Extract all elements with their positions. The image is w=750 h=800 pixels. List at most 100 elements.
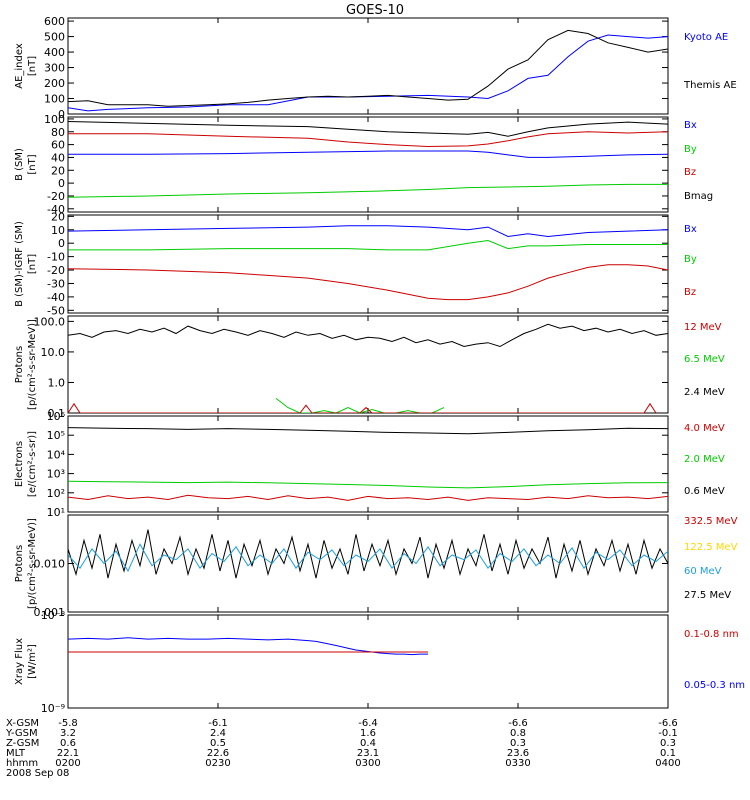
ephemeris-value: 22.6 — [207, 748, 229, 759]
y-tick-label: 40 — [51, 151, 65, 164]
ephemeris-value: -6.4 — [358, 718, 378, 729]
series-line-60-mev — [68, 543, 668, 573]
ephemeris-row-label: MLT — [6, 748, 26, 759]
y-tick-label: 10⁻⁹ — [41, 702, 65, 715]
y-tick-label: 600 — [44, 15, 65, 28]
y-axis-unit: [nT] — [27, 254, 38, 274]
legend-label: By — [684, 144, 697, 155]
y-axis-label: B (SM) — [14, 148, 25, 181]
series-line-themis-ae — [68, 29, 668, 107]
series-line-27-5-mev — [68, 529, 668, 579]
legend-label: 12 MeV — [684, 322, 722, 333]
y-axis-unit: [nT] — [27, 154, 38, 174]
series-line-4-0-mev — [68, 494, 668, 501]
ephemeris-value: 0.3 — [660, 738, 676, 749]
y-tick-label: 0 — [58, 237, 65, 250]
series-line-0-6-mev — [68, 427, 668, 435]
date-label: 2008 Sep 08 — [6, 768, 69, 779]
y-tick-label: 20 — [51, 210, 65, 223]
y-axis-label: Electrons — [14, 441, 25, 487]
legend-label: 2.0 MeV — [684, 454, 725, 465]
y-tick-label: 300 — [44, 62, 65, 75]
y-tick-label: 100.0 — [34, 315, 66, 328]
series-line-6-5-mev — [275, 398, 445, 413]
panel-5: 10¹ 10² 10³ 10⁴ 10⁵ 10⁶ Electrons [e/(cm²-s-sr)… — [14, 410, 725, 519]
ephemeris-value: 0.1 — [660, 748, 676, 759]
ephemeris-value: 0.4 — [360, 738, 376, 749]
y-tick-label: 10 — [51, 224, 65, 237]
legend-label: 332.5 MeV — [684, 516, 738, 527]
y-tick-label: 10⁶ — [47, 410, 66, 423]
y-axis-label: Protons — [14, 346, 25, 383]
y-tick-label: 100 — [44, 113, 65, 126]
legend-label: By — [684, 254, 697, 265]
panel-6: 0.001 0.010 Protons [p/(cm²-s-sr-MeV)] 332.5… — [14, 514, 738, 619]
y-tick-label: -30 — [47, 277, 65, 290]
ephemeris-value: 0330 — [505, 758, 530, 769]
panel-4: 0.1 1.0 10.0 100.0 Protons [p/(cm²-s-sr-MeV)]… — [14, 315, 725, 420]
ephemeris-row-label: Z-GSM — [6, 738, 39, 749]
series-line-bx — [68, 225, 668, 238]
ephemeris-value: 0200 — [55, 758, 80, 769]
ephemeris-value: 0.6 — [60, 738, 76, 749]
ephemeris-value: 0300 — [355, 758, 380, 769]
ephemeris-value: 0.8 — [510, 728, 526, 739]
y-tick-label: 0 — [58, 108, 65, 121]
y-axis-label: Protons — [14, 545, 25, 582]
chart-title: GOES-10 — [346, 3, 404, 18]
ephemeris-value: -6.6 — [658, 718, 678, 729]
y-tick-label: -50 — [47, 304, 65, 317]
y-tick-label: 500 — [44, 31, 65, 44]
y-axis-label: AE_index — [14, 43, 25, 89]
y-axis-unit: [p/(cm²-s-sr-MeV)] — [27, 319, 38, 410]
ephemeris-value: 1.6 — [360, 728, 376, 739]
legend-label: Bz — [684, 287, 696, 298]
legend-label: 6.5 MeV — [684, 354, 725, 365]
series-line-bz — [68, 264, 668, 301]
y-tick-label: 0.001 — [34, 606, 66, 619]
y-axis-unit: [nT] — [27, 56, 38, 76]
y-tick-label: 80 — [51, 126, 65, 139]
ephemeris-value: 22.1 — [57, 748, 79, 759]
legend-label: Bmag — [684, 191, 713, 202]
y-tick-label: 10⁻⁸ — [41, 609, 66, 622]
panel-frame — [67, 116, 669, 213]
ephemeris-value: -5.8 — [58, 718, 78, 729]
y-tick-label: 10¹ — [47, 506, 65, 519]
series-line-kyoto-ae — [68, 34, 668, 112]
series-line-bx — [68, 150, 668, 158]
ephemeris-row-label: X-GSM — [6, 718, 39, 729]
legend-label: Bx — [684, 120, 697, 131]
y-tick-label: 10³ — [47, 468, 65, 481]
series-line-by — [68, 183, 668, 198]
y-tick-label: -10 — [47, 251, 65, 264]
ephemeris-row-label: Y-GSM — [5, 728, 38, 739]
panel-7: 10⁻⁹ 10⁻⁸ Xray Flux [W/m²] 0.1-0.8 nm 0.05-0.… — [14, 609, 745, 715]
y-tick-label: 1.0 — [48, 376, 66, 389]
ephemeris-row-label: hhmm — [6, 758, 38, 769]
panel-frame — [67, 614, 669, 709]
series-line-bmag — [68, 121, 668, 137]
y-tick-label: 0.1 — [48, 407, 66, 420]
ephemeris-value: 0.5 — [210, 738, 226, 749]
y-tick-label: -40 — [47, 203, 65, 216]
ephemeris-value: -6.1 — [208, 718, 228, 729]
y-tick-label: 0.010 — [34, 558, 66, 571]
legend-label: 4.0 MeV — [684, 423, 725, 434]
legend-label: Bz — [684, 167, 696, 178]
legend-label: 2.4 MeV — [684, 387, 725, 398]
series-line-by — [68, 239, 668, 251]
series-line-2-0-mev — [68, 480, 668, 489]
y-axis-unit: [e/(cm²-s-sr)] — [27, 431, 38, 497]
legend-label: 0.05-0.3 nm — [684, 680, 745, 691]
ephemeris-value: 0230 — [205, 758, 230, 769]
ephemeris-value: -0.1 — [658, 728, 678, 739]
y-tick-label: 10² — [47, 487, 65, 500]
legend-label: 0.1-0.8 nm — [684, 629, 739, 640]
y-axis-unit: [p/(cm²-s-sr-MeV)] — [27, 518, 38, 609]
y-axis-label: B (SM)-IGRF (SM) — [14, 221, 25, 307]
y-tick-label: -40 — [47, 291, 65, 304]
legend-label: 60 MeV — [684, 566, 722, 577]
